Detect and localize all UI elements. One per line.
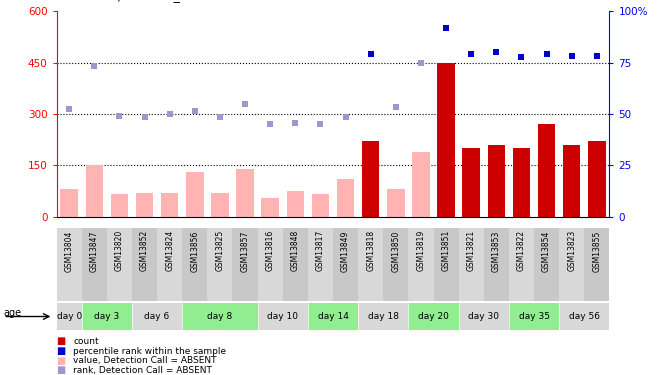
Bar [383,228,408,301]
Text: GSM13857: GSM13857 [240,230,250,272]
Text: ■: ■ [57,336,66,346]
Bar [211,193,228,217]
Bar [513,148,530,217]
Bar [488,145,505,217]
Bar [57,228,82,301]
Text: day 30: day 30 [468,312,500,321]
Bar [136,193,153,217]
Bar [412,152,430,217]
Bar [61,189,78,217]
Text: GSM13818: GSM13818 [366,230,375,272]
Text: GSM13856: GSM13856 [190,230,199,272]
Text: GSM13824: GSM13824 [165,230,174,272]
Bar [459,303,509,330]
Bar [182,228,207,301]
Text: GSM13855: GSM13855 [592,230,601,272]
Text: GSM13821: GSM13821 [467,230,476,272]
Text: ■: ■ [57,346,66,356]
Text: GSM13823: GSM13823 [567,230,576,272]
Text: day 3: day 3 [94,312,119,321]
Bar [286,191,304,217]
Bar [358,228,383,301]
Text: GSM13848: GSM13848 [291,230,300,272]
Bar [82,303,132,330]
Text: GSM13854: GSM13854 [542,230,551,272]
Text: day 20: day 20 [418,312,449,321]
Text: GDS606 / 162691_at: GDS606 / 162691_at [63,0,192,2]
Bar [484,228,509,301]
Bar [509,228,534,301]
Bar [559,303,609,330]
Bar [408,303,459,330]
Bar [362,141,380,217]
Text: day 14: day 14 [318,312,348,321]
Bar [559,228,584,301]
Bar [358,303,408,330]
Bar [161,193,178,217]
Bar [563,145,581,217]
Bar [132,303,182,330]
Bar [308,303,358,330]
Bar [308,228,333,301]
Text: day 6: day 6 [145,312,170,321]
Text: ■: ■ [57,366,66,375]
Text: GSM13822: GSM13822 [517,230,526,272]
Bar [534,228,559,301]
Bar [258,303,308,330]
Text: day 35: day 35 [519,312,549,321]
Text: day 56: day 56 [569,312,600,321]
Bar [232,228,258,301]
Text: GSM13816: GSM13816 [266,230,274,272]
Bar [337,179,354,217]
Text: GSM13804: GSM13804 [65,230,74,272]
Text: GSM13850: GSM13850 [392,230,400,272]
Text: day 8: day 8 [207,312,232,321]
Bar [333,228,358,301]
Bar [107,228,132,301]
Bar [82,228,107,301]
Bar [537,124,555,217]
Text: GSM13820: GSM13820 [115,230,124,272]
Bar [261,198,279,217]
Bar [459,228,484,301]
Bar [207,228,232,301]
Bar [236,169,254,217]
Bar [584,228,609,301]
Text: count: count [73,337,99,346]
Bar [387,189,405,217]
Text: age: age [3,308,21,318]
Bar [312,195,329,217]
Text: day 18: day 18 [368,312,399,321]
Bar [462,148,480,217]
Bar [186,172,204,217]
Text: percentile rank within the sample: percentile rank within the sample [73,346,226,355]
Bar [85,165,103,217]
Text: day 0: day 0 [57,312,82,321]
Bar [434,228,459,301]
Text: GSM13851: GSM13851 [442,230,451,272]
Bar [509,303,559,330]
Text: GSM13852: GSM13852 [140,230,149,272]
Bar [588,141,605,217]
Text: rank, Detection Call = ABSENT: rank, Detection Call = ABSENT [73,366,212,375]
Bar [132,228,157,301]
Bar [182,303,258,330]
Bar [438,63,455,217]
Bar [408,228,434,301]
Text: GSM13825: GSM13825 [215,230,224,272]
Text: GSM13817: GSM13817 [316,230,325,272]
Bar [283,228,308,301]
Text: GSM13853: GSM13853 [492,230,501,272]
Text: GSM13849: GSM13849 [341,230,350,272]
Text: value, Detection Call = ABSENT: value, Detection Call = ABSENT [73,356,216,365]
Text: day 10: day 10 [267,312,298,321]
Bar [157,228,182,301]
Bar [57,303,82,330]
Text: ■: ■ [57,356,66,366]
Text: GSM13819: GSM13819 [416,230,426,272]
Bar [258,228,283,301]
Text: GSM13847: GSM13847 [90,230,99,272]
Bar [111,195,129,217]
